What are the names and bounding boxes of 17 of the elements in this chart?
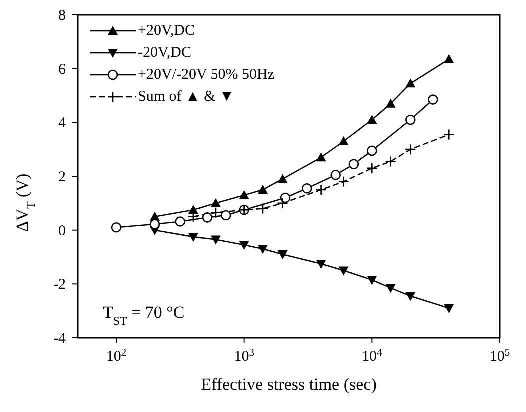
legend-label: -20V,DC	[138, 44, 192, 63]
y-tick-label: -4	[54, 331, 66, 347]
y-tick-label: 2	[58, 170, 66, 186]
y-tick-label: 0	[58, 223, 66, 240]
y-tick-label: 6	[58, 62, 66, 78]
legend-label: +20V/-20V 50% 50Hz	[138, 66, 275, 85]
y-tick-label: -2	[54, 277, 66, 294]
x-tick-label: 10$^{2}$	[106, 348, 127, 365]
annotation: T$_{ST}$ = 70 °C	[103, 303, 185, 328]
y-tick-label: 4	[58, 116, 66, 132]
x-tick-label: 10$^{3}$	[234, 348, 254, 365]
legend-label: +20V,DC	[138, 22, 195, 41]
legend-label: Sum of ▲ & ▼	[138, 88, 234, 107]
x-axis-title: Effective stress time (sec)	[201, 375, 377, 394]
x-tick-label: 10$^{5}$	[490, 348, 510, 365]
x-tick-label: 10$^{4}$	[362, 348, 384, 365]
y-tick-label: 8	[58, 8, 66, 24]
